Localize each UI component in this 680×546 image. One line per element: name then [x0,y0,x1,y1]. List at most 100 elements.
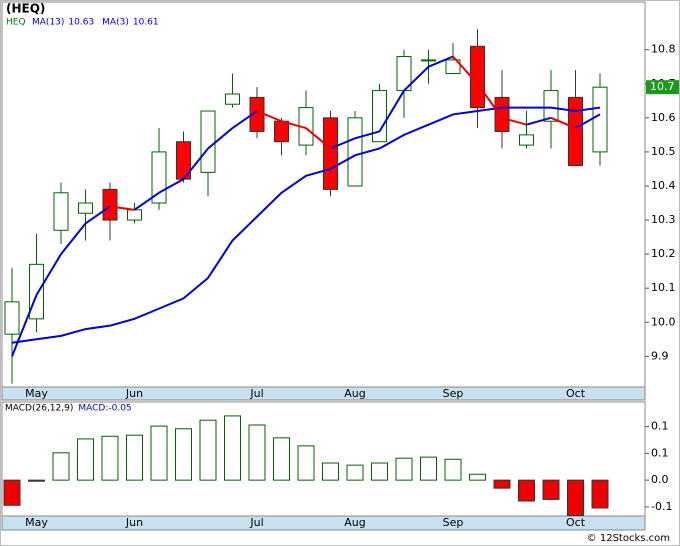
x-tick-label: Aug [344,516,365,529]
x-tick-label: Jul [249,516,263,529]
y-tick-label: 9.9 [651,349,669,362]
ma-segment [231,110,258,129]
candle-body [372,90,387,143]
macd-bar [542,479,560,500]
x-tick-label: Sep [443,516,464,529]
candle-body [78,202,93,214]
macd-bar [567,479,584,516]
y-tick-label: 10.5 [651,145,676,158]
macd-bar [297,445,315,481]
ma-segment [84,205,111,225]
macd-bar [420,456,437,481]
candle-body [519,134,534,146]
x-tick-label: May [25,387,48,400]
x-tick-label: Jun [125,516,143,529]
macd-bar [126,434,143,481]
candle-body [543,90,559,122]
candle-body [225,93,240,105]
x-axis-band [1,515,646,531]
macd-bar [150,425,168,481]
footer: © 12Stocks.com [587,533,670,544]
x-tick-label: May [25,516,48,529]
macd-bar [199,419,217,481]
legend-name: HEQ [6,18,26,28]
macd-bar [371,462,388,481]
y-tick-label: 0.0 [651,473,669,486]
ma-segment [182,147,209,180]
macd-bar [493,479,511,489]
x-tick-label: Oct [566,387,586,400]
macd-bar [346,464,364,481]
macd-bar [518,479,535,502]
panel-title: MACD(26,12,9) [5,404,73,414]
y-tick-label: 10.4 [651,179,676,192]
macd-bar [224,415,241,481]
panel-legend: MACD:-0.05 [78,404,131,414]
ma-segment [207,127,234,150]
x-tick-label: Sep [443,387,464,400]
y-tick-label: 10.8 [651,43,676,56]
y-tick-label: 0.1 [651,446,669,459]
candle-body [568,96,583,167]
candle-body [421,59,436,62]
x-tick-label: Jun [125,387,143,400]
x-tick-label: Aug [344,387,365,400]
macd-bar [28,479,45,482]
x-axis-band [1,386,646,401]
y-tick-label: -0.1 [651,500,672,513]
macd-bar [273,437,290,481]
candle-body [4,301,20,335]
price-tag-label: 10.7 [650,80,675,93]
ma-segment [35,253,62,296]
y-tick-label: 10.1 [651,281,676,294]
candle-body [127,209,142,221]
chart-title: (HEQ) [6,2,45,16]
ma-segment [428,55,454,68]
y-tick-label: 10.3 [651,213,676,226]
x-tick-label: Jul [249,387,263,400]
ma-segment [452,55,479,85]
x-tick-label: Oct [566,516,586,529]
candle-body [102,188,118,221]
ma-segment [256,110,282,123]
ma-segment [158,178,184,194]
y-tick-label: 10.6 [651,111,676,124]
price-tag [646,80,679,95]
y-tick-label: 0.1 [651,420,669,433]
ma-segment [281,120,307,130]
ma-segment [378,90,405,132]
macd-bar [444,458,462,481]
candle-body [274,120,289,143]
ma-segment [476,83,503,119]
macd-bar [591,479,609,509]
macd-bar [3,479,21,506]
candle-body [200,110,216,173]
candle-body [592,86,608,153]
legend-entry: MA(3) [102,18,129,28]
ma-segment [526,116,552,126]
ma-segment [305,127,332,150]
candle-body [323,117,338,190]
ma-segment [109,205,135,211]
ma-segment [575,113,601,129]
candle-body [347,117,363,187]
macd-bar [322,462,339,481]
macd-bar [248,424,266,481]
ma-segment [133,191,160,211]
legend-entry: MA(13) [32,18,64,28]
y-tick-label: 10.0 [651,315,676,328]
macd-bar [469,473,486,481]
ma-segment [354,130,380,140]
legend-value: 10.61 [133,18,159,28]
macd-bar [395,457,413,481]
macd-bar [77,438,94,481]
macd-bar [52,452,70,481]
candle-body [494,96,510,132]
candle-body [29,263,44,320]
ma-segment [550,116,576,129]
ma-line [11,106,601,344]
legend-value: 10.63 [68,18,94,28]
candle-body [53,192,69,231]
macd-bar [101,435,119,481]
